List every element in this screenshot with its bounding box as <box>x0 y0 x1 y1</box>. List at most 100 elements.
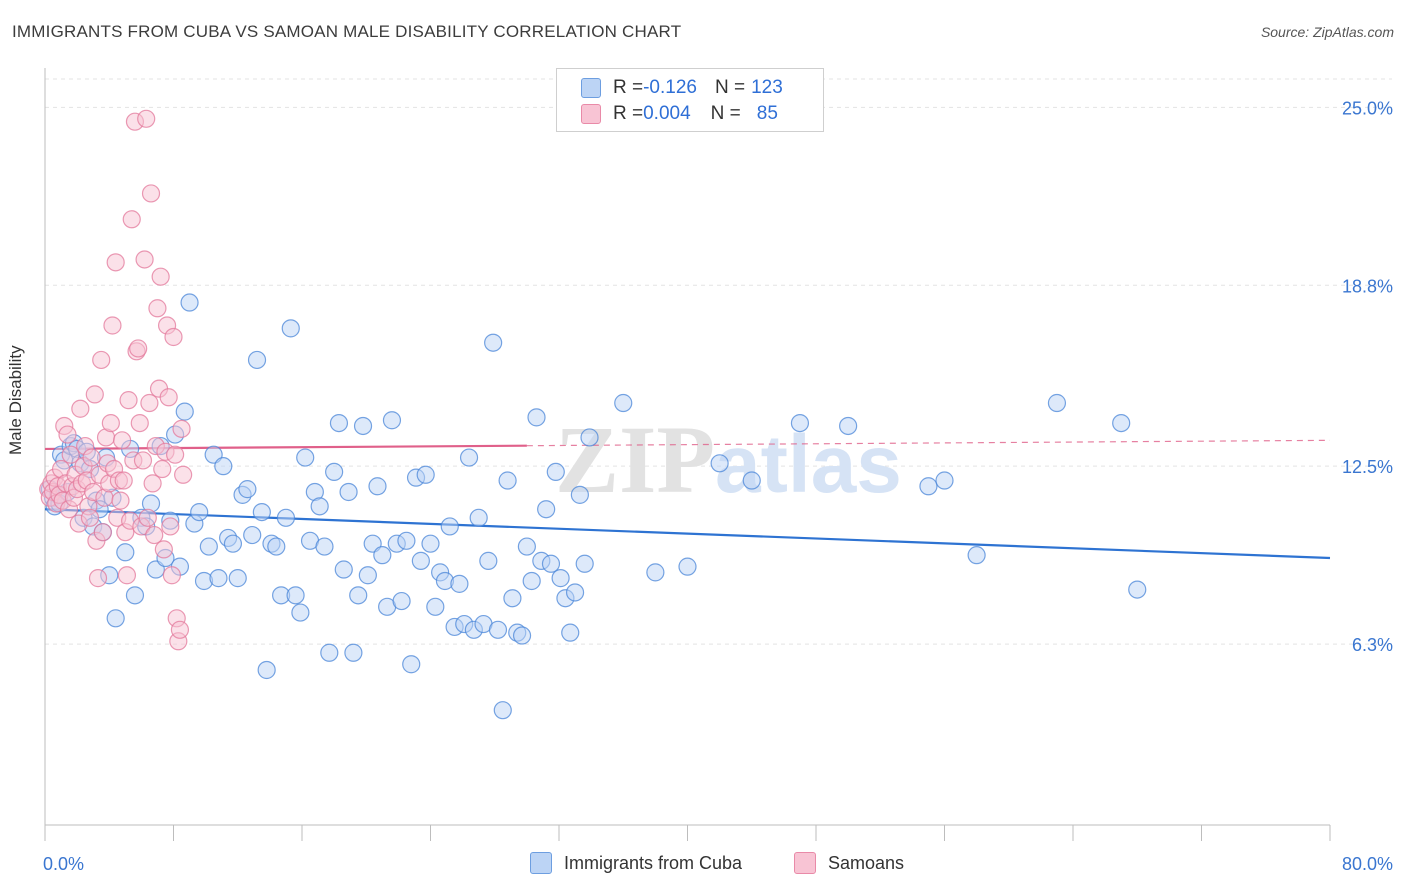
point-cuba <box>286 586 305 605</box>
r-label: R = <box>613 77 644 98</box>
point-samoans <box>71 399 90 418</box>
point-cuba <box>919 477 938 496</box>
point-cuba <box>537 500 556 519</box>
point-cuba <box>710 454 729 473</box>
point-cuba <box>329 413 349 433</box>
legend-swatch-cuba <box>581 78 601 98</box>
point-cuba <box>546 462 565 482</box>
point-cuba <box>580 428 599 447</box>
n-value: 123 <box>751 77 783 98</box>
legend-item-cuba[interactable]: Immigrants from Cuba <box>530 852 742 874</box>
point-cuba <box>358 566 377 585</box>
point-cuba <box>252 502 271 522</box>
point-samoans <box>143 474 162 493</box>
legend-swatch-samoans <box>794 852 816 874</box>
legend-row-cuba: R = -0.126 N = 123 <box>581 75 783 101</box>
y-tick-label: 18.8% <box>1342 276 1393 296</box>
legend-row-samoans: R = 0.004 N = 85 <box>581 101 778 127</box>
point-cuba <box>180 293 199 312</box>
point-samoans <box>137 109 156 128</box>
y-tick-label: 6.3% <box>1352 635 1393 655</box>
point-samoans <box>140 393 159 413</box>
point-samoans <box>103 316 122 335</box>
point-cuba <box>440 517 459 536</box>
point-cuba <box>1112 413 1131 433</box>
point-cuba <box>839 416 858 436</box>
legend-label-cuba: Immigrants from Cuba <box>564 852 743 873</box>
point-cuba <box>575 554 594 573</box>
point-cuba <box>426 597 445 616</box>
point-cuba <box>498 471 517 490</box>
point-cuba <box>1047 393 1067 413</box>
point-cuba <box>238 480 257 499</box>
point-cuba <box>411 551 430 570</box>
point-samoans <box>119 391 138 410</box>
point-cuba <box>190 502 209 522</box>
point-cuba <box>459 448 479 467</box>
point-cuba <box>450 574 469 593</box>
point-cuba <box>678 557 697 576</box>
point-cuba <box>402 655 421 674</box>
point-samoans <box>61 445 80 464</box>
data-points <box>39 109 1147 720</box>
point-samoans <box>145 525 164 545</box>
point-samoans <box>164 327 183 347</box>
point-cuba <box>742 471 761 490</box>
point-cuba <box>493 701 512 720</box>
r-value: -0.126 <box>643 77 697 98</box>
point-cuba <box>296 448 315 467</box>
point-cuba <box>368 477 387 496</box>
point-samoans <box>174 465 193 484</box>
point-cuba <box>243 525 262 545</box>
watermark-atlas: atlas <box>715 419 902 510</box>
point-samoans <box>111 491 130 510</box>
point-cuba <box>281 319 300 338</box>
point-cuba <box>310 497 329 516</box>
point-samoans <box>154 540 173 559</box>
point-samoans <box>151 267 170 286</box>
point-samoans <box>172 419 191 438</box>
point-cuba <box>512 626 532 645</box>
chart-title: IMMIGRANTS FROM CUBA VS SAMOAN MALE DISA… <box>12 22 682 41</box>
point-cuba <box>503 589 522 608</box>
grid-lines <box>45 78 1392 645</box>
point-cuba <box>541 554 561 573</box>
point-cuba <box>125 586 145 605</box>
point-samoans <box>141 184 161 203</box>
point-cuba <box>488 620 508 639</box>
point-samoans <box>117 566 137 585</box>
point-samoans <box>93 523 112 542</box>
point-cuba <box>257 660 276 680</box>
axes <box>44 68 1331 841</box>
point-cuba <box>339 482 358 502</box>
point-cuba <box>349 586 368 605</box>
legend-swatch-cuba <box>530 852 552 874</box>
point-cuba <box>484 333 503 352</box>
point-cuba <box>353 416 373 436</box>
r-value: 0.004 <box>643 103 691 124</box>
point-cuba <box>935 471 954 490</box>
point-cuba <box>209 569 228 588</box>
point-cuba <box>522 571 541 591</box>
point-cuba <box>790 413 810 433</box>
point-cuba <box>1128 580 1147 599</box>
point-samoans <box>106 253 125 272</box>
legend-swatch-samoans <box>581 104 601 124</box>
point-samoans <box>170 620 190 639</box>
point-cuba <box>214 457 233 476</box>
point-samoans <box>166 445 185 464</box>
point-samoans <box>129 339 148 358</box>
point-cuba <box>276 508 296 527</box>
point-cuba <box>561 623 580 642</box>
point-samoans <box>153 459 172 479</box>
point-cuba <box>397 531 416 550</box>
point-cuba <box>382 411 402 430</box>
point-samoans <box>58 425 77 444</box>
legend-item-samoans[interactable]: Samoans <box>794 852 904 874</box>
n-label: N = <box>710 103 741 124</box>
y-axis-label: Male Disability <box>6 345 25 455</box>
legend-label-samoans: Samoans <box>828 852 905 873</box>
point-cuba <box>373 546 392 565</box>
point-samoans <box>133 451 153 470</box>
point-cuba <box>565 583 585 602</box>
